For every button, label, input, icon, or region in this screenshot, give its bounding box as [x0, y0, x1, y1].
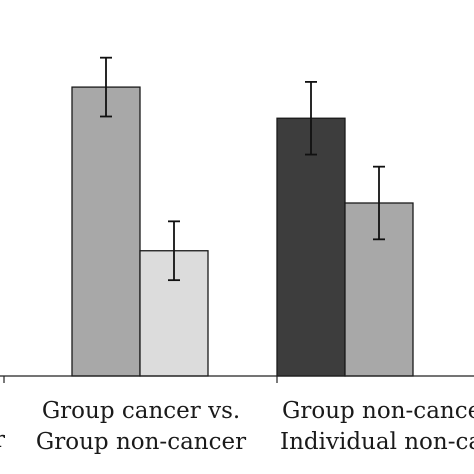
category-labels: Group cancer vs. Group non-cancer Group …	[36, 398, 474, 455]
bar-2	[276, 117, 346, 377]
category-label-1-line-1: Group cancer vs.	[42, 398, 240, 424]
error-bar-3	[373, 165, 385, 241]
bar-0	[71, 86, 141, 377]
partial-char-left: r	[0, 427, 5, 453]
bars-layer	[71, 56, 414, 377]
category-label-2-line-2: Individual non-cancer	[280, 429, 474, 455]
error-bar-0	[100, 56, 112, 118]
category-label-2-line-1: Group non-cancer	[282, 398, 474, 424]
error-bar-2	[305, 81, 317, 156]
category-label-1-line-2: Group non-cancer	[36, 429, 246, 455]
ticks-layer	[3, 376, 278, 383]
error-bar-1	[168, 220, 180, 282]
